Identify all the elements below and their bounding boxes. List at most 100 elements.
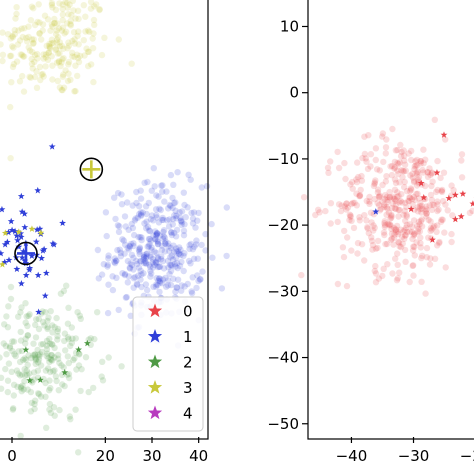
left-point-class-1 bbox=[131, 231, 138, 239]
left-point-class-2 bbox=[45, 314, 52, 321]
left-point-class-1 bbox=[163, 188, 170, 195]
right-star-class-0 bbox=[469, 200, 474, 207]
left-point-class-2 bbox=[105, 354, 112, 361]
left-point-class-1 bbox=[172, 263, 179, 270]
right-point-class-0 bbox=[411, 165, 418, 173]
left-point-class-1 bbox=[95, 275, 103, 282]
left-point-class-1 bbox=[223, 204, 230, 211]
left-point-class-1 bbox=[175, 250, 182, 258]
left-point-class-2 bbox=[44, 350, 51, 357]
right-point-class-0 bbox=[368, 234, 375, 241]
left-point-class-1 bbox=[185, 171, 192, 178]
left-point-class-3 bbox=[93, 1, 100, 8]
left-point-class-2 bbox=[43, 337, 51, 345]
left-point-class-1 bbox=[114, 189, 122, 197]
right-point-class-0 bbox=[418, 202, 425, 210]
right-point-class-0 bbox=[411, 196, 419, 203]
left-point-class-2 bbox=[17, 372, 24, 379]
right-point-class-0 bbox=[410, 243, 417, 250]
left-point-class-2 bbox=[75, 449, 82, 456]
left-point-class-3 bbox=[71, 36, 78, 43]
right-star-class-0 bbox=[407, 205, 415, 212]
left-point-class-1 bbox=[167, 254, 174, 261]
right-point-class-0 bbox=[386, 194, 394, 201]
right-star-class-0 bbox=[459, 190, 467, 197]
left-star-class-2 bbox=[61, 368, 69, 376]
right-point-class-0 bbox=[427, 227, 434, 235]
left-point-class-2 bbox=[44, 317, 51, 325]
left-point-class-3 bbox=[28, 55, 35, 63]
left-point-class-2 bbox=[47, 409, 55, 417]
right-star-class-1 bbox=[372, 208, 380, 215]
right-point-class-0 bbox=[384, 205, 391, 212]
left-point-class-1 bbox=[137, 234, 144, 241]
right-point-class-0 bbox=[448, 182, 455, 189]
left-point-class-2 bbox=[9, 338, 16, 345]
left-point-class-1 bbox=[156, 263, 163, 270]
legend-entry-2: 2 bbox=[147, 354, 193, 372]
left-point-class-2 bbox=[21, 377, 28, 385]
left-point-class-1 bbox=[133, 257, 140, 265]
left-point-class-1 bbox=[203, 183, 211, 190]
left-point-class-2 bbox=[72, 335, 80, 342]
left-point-class-1 bbox=[142, 259, 149, 267]
left-point-class-1 bbox=[134, 281, 141, 288]
left-point-class-1 bbox=[141, 253, 148, 261]
left-point-class-2 bbox=[43, 424, 50, 431]
left-point-class-1 bbox=[119, 236, 126, 243]
left-point-class-1 bbox=[145, 235, 153, 243]
left-star-class-2 bbox=[22, 346, 30, 353]
right-point-class-0 bbox=[327, 158, 334, 165]
right-point-class-0 bbox=[434, 207, 441, 215]
right-point-class-0 bbox=[414, 204, 421, 211]
left-point-class-3 bbox=[55, 58, 63, 65]
right-point-class-0 bbox=[403, 211, 410, 218]
right-point-class-0 bbox=[391, 205, 399, 212]
left-point-class-1 bbox=[125, 226, 132, 233]
left-point-class-2 bbox=[31, 405, 38, 413]
left-point-class-3 bbox=[54, 34, 62, 41]
left-point-class-2 bbox=[19, 371, 26, 378]
right-point-class-0 bbox=[442, 136, 449, 143]
right-point-class-0 bbox=[371, 179, 378, 186]
left-point-class-1 bbox=[161, 240, 169, 247]
right-point-class-0 bbox=[409, 262, 416, 269]
right-point-class-0 bbox=[354, 159, 361, 166]
legend-entry-1: 1 bbox=[147, 328, 193, 346]
left-point-class-2 bbox=[53, 377, 60, 385]
left-point-class-2 bbox=[94, 309, 101, 316]
left-point-class-2 bbox=[26, 370, 33, 377]
right-point-class-0 bbox=[366, 198, 373, 205]
left-point-class-2 bbox=[58, 362, 65, 369]
left-point-class-1 bbox=[144, 286, 151, 294]
left-point-class-3 bbox=[34, 18, 41, 26]
right-point-class-0 bbox=[427, 191, 435, 199]
right-point-class-0 bbox=[348, 200, 355, 208]
right-point-class-0 bbox=[403, 221, 411, 229]
right-point-class-0 bbox=[429, 201, 436, 208]
right-point-class-0 bbox=[413, 156, 421, 164]
left-point-class-1 bbox=[129, 224, 137, 232]
left-point-class-1 bbox=[139, 209, 146, 216]
right-point-class-0 bbox=[343, 200, 350, 207]
left-point-class-1 bbox=[98, 271, 106, 278]
left-star-class-1 bbox=[39, 247, 47, 254]
left-point-class-2 bbox=[24, 322, 31, 330]
left-point-class-3 bbox=[82, 13, 89, 20]
right-point-class-0 bbox=[434, 201, 441, 208]
right-point-class-0 bbox=[444, 207, 451, 214]
left-point-class-2 bbox=[38, 348, 46, 356]
right-point-class-0 bbox=[335, 201, 343, 208]
left-point-class-2 bbox=[34, 367, 42, 374]
right-point-class-0 bbox=[431, 255, 439, 262]
right-point-class-0 bbox=[398, 233, 406, 240]
left-point-class-2 bbox=[24, 361, 31, 369]
right-point-class-0 bbox=[395, 213, 402, 220]
left-point-class-1 bbox=[144, 178, 151, 186]
right-point-class-0 bbox=[409, 170, 416, 177]
left-point-class-2 bbox=[30, 369, 38, 376]
right-star-class-0 bbox=[433, 169, 441, 176]
left-point-class-3 bbox=[59, 86, 66, 94]
left-point-class-1 bbox=[156, 275, 163, 282]
left-point-class-3 bbox=[90, 78, 97, 86]
